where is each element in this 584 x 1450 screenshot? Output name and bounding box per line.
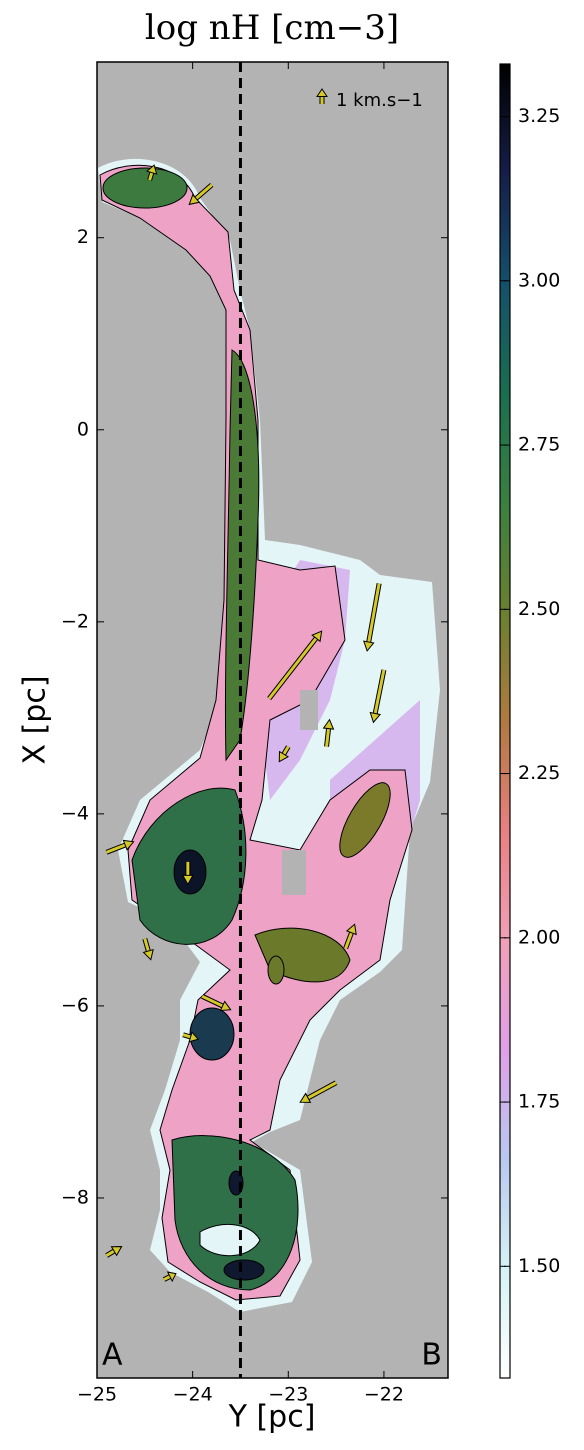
colorbar [499, 63, 511, 1379]
velocity-vector [299, 1080, 338, 1103]
velocity-vector [105, 839, 135, 855]
velocity-vector [142, 938, 154, 961]
corner-label: B [421, 1338, 442, 1373]
colorbar-tick-label: 2.25 [518, 762, 560, 784]
velocity-vector [182, 861, 194, 886]
vector-head [188, 1031, 199, 1043]
vector-shaft [307, 1081, 337, 1100]
vector-head [122, 839, 135, 851]
vector-head [188, 193, 201, 206]
vector-shaft [373, 669, 386, 714]
colorbar-tick-label: 1.50 [518, 1255, 560, 1277]
plot-frame [96, 61, 449, 1379]
vector-shaft [267, 637, 318, 700]
vector-shaft [148, 172, 154, 181]
vector-head [299, 1092, 312, 1103]
vector-head [322, 718, 335, 730]
velocity-vector [322, 718, 335, 747]
colorbar-tick-label: 1.75 [518, 1091, 560, 1113]
velocity-vector [363, 582, 382, 652]
y-tick-label: −2 [61, 610, 89, 632]
y-tick-label: −4 [61, 802, 89, 824]
velocity-vector [162, 1271, 177, 1283]
vector-head [316, 88, 328, 97]
vector-shaft [143, 938, 150, 952]
vector-key [316, 88, 328, 104]
chart-title: log nH [cm−3] [145, 8, 399, 48]
vector-shaft [367, 583, 381, 643]
vector-head [110, 1246, 123, 1257]
velocity-vector [188, 183, 214, 206]
vector-shaft [325, 728, 331, 747]
vector-shaft [105, 1249, 115, 1257]
velocity-vector [267, 630, 323, 701]
vector-head [166, 1271, 177, 1283]
vector-head [142, 948, 154, 961]
vector-head [146, 164, 158, 175]
vector-head [369, 711, 382, 724]
colorbar-tick-label: 3.00 [518, 269, 560, 291]
velocity-vector [201, 994, 232, 1012]
vector-shaft [344, 932, 353, 949]
colorbar-tick-label: 3.25 [518, 105, 560, 127]
velocity-vector [369, 669, 387, 724]
y-tick-label: 0 [77, 418, 89, 440]
velocity-vector [105, 1246, 123, 1258]
vector-shaft [106, 843, 126, 854]
x-tick-label: −23 [268, 1384, 308, 1406]
y-tick-label: 2 [77, 226, 89, 248]
vector-shaft [163, 1275, 171, 1281]
vector-shaft [182, 1033, 192, 1039]
vector-head [311, 630, 323, 643]
velocity-vector [182, 1031, 199, 1043]
vector-shaft [195, 183, 213, 200]
vector-shaft [282, 745, 290, 755]
corner-label: A [102, 1338, 123, 1373]
colorbar-tick-label: 2.75 [518, 434, 560, 456]
vector-head [345, 923, 357, 936]
y-tick-label: −8 [61, 1186, 89, 1208]
x-tick-label: −24 [173, 1384, 213, 1406]
y-tick-label: −6 [61, 994, 89, 1016]
colorbar-tick-label: 2.50 [518, 598, 560, 620]
x-tick-label: −22 [364, 1384, 404, 1406]
y-axis-label: X [pc] [18, 675, 53, 764]
velocity-vector [343, 923, 357, 950]
x-axis-label: Y [pc] [228, 1400, 316, 1435]
vector-head [278, 750, 290, 763]
vector-head [182, 874, 194, 886]
vector-shaft [201, 994, 224, 1008]
colorbar-tick-label: 2.00 [518, 926, 560, 948]
vector-key-label: 1 km.s−1 [336, 90, 423, 111]
velocity-vector [278, 745, 291, 763]
vector-head [219, 1000, 232, 1012]
x-tick-label: −25 [77, 1384, 117, 1406]
vector-head [363, 640, 375, 652]
velocity-vector [146, 164, 158, 181]
